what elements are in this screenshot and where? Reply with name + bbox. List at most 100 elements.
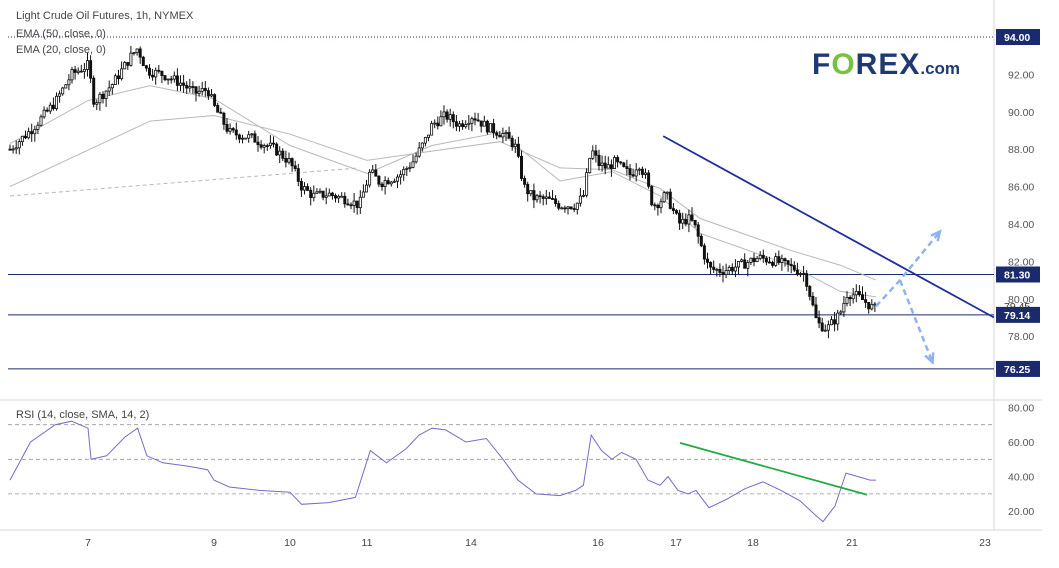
time-tick-label: 9 <box>211 537 217 549</box>
resistance-trendline <box>662 135 995 319</box>
candle-body <box>625 166 629 169</box>
rsi-tick-label: 20.00 <box>1008 506 1034 518</box>
candle-body <box>185 84 189 89</box>
ema-extension <box>9 167 360 197</box>
candle-body <box>640 168 644 175</box>
candle-body <box>603 162 607 169</box>
candle-body <box>405 167 409 170</box>
ema50-line <box>9 114 877 281</box>
candle-body <box>854 291 858 296</box>
candle-body <box>557 203 561 209</box>
candle-body <box>355 200 359 209</box>
rsi-legend: RSI (14, close, SMA, 14, 2) <box>16 409 150 421</box>
candle-body <box>364 184 368 193</box>
candle-body <box>454 121 458 127</box>
rsi-tick-label: 60.00 <box>1008 437 1034 449</box>
candle-body <box>609 164 613 169</box>
candle-body <box>575 202 579 210</box>
candle-body <box>718 268 722 273</box>
last-price-label: 79.45 <box>1004 301 1030 313</box>
candle-body <box>14 147 18 150</box>
candlestick-series <box>8 46 877 339</box>
candle-body <box>340 195 344 198</box>
candle-body <box>659 201 663 209</box>
candle-body <box>240 137 244 140</box>
logo-suffix: REX <box>855 48 921 81</box>
time-tick-label: 17 <box>670 537 682 549</box>
candle-body <box>426 134 430 138</box>
candle-body <box>563 207 567 210</box>
candle-body <box>231 128 235 131</box>
candle-body <box>436 122 440 127</box>
candle-body <box>151 74 155 78</box>
candle-body <box>848 296 852 300</box>
candle-body <box>523 178 527 185</box>
trendlines <box>662 135 995 366</box>
candle-body <box>681 219 685 224</box>
candle-body <box>662 192 666 203</box>
candle-body <box>488 123 492 133</box>
candle-body <box>61 87 65 95</box>
rsi-trendline <box>679 441 868 496</box>
candle-body <box>730 267 734 272</box>
candle-body <box>789 263 793 266</box>
candle-body <box>380 183 384 187</box>
candle-body <box>55 95 59 110</box>
candle-body <box>203 88 207 91</box>
candle-body <box>386 180 390 185</box>
candle-body <box>278 150 282 156</box>
candle-body <box>284 157 288 163</box>
candle-body <box>861 294 865 301</box>
candle-body <box>588 157 592 174</box>
candle-body <box>699 235 703 247</box>
candle-body <box>73 69 77 73</box>
candle-body <box>439 116 443 127</box>
candle-body <box>572 208 576 210</box>
candle-body <box>33 129 37 135</box>
candle-body <box>163 75 167 81</box>
candle-body <box>814 304 818 319</box>
candle-body <box>361 191 365 198</box>
time-tick-label: 18 <box>747 537 759 549</box>
candle-body <box>247 134 251 139</box>
candle-body <box>197 90 201 94</box>
candle-body <box>67 79 71 86</box>
candle-body <box>551 198 555 200</box>
candle-body <box>461 123 465 128</box>
chart-title: Light Crude Oil Futures, 1h, NYMEX <box>16 10 194 22</box>
candle-body <box>64 84 68 89</box>
candle-body <box>516 143 520 157</box>
candle-body <box>671 208 675 211</box>
candle-body <box>600 162 604 167</box>
candle-body <box>330 192 334 196</box>
candle-body <box>473 118 477 121</box>
candle-body <box>144 65 148 69</box>
time-tick-label: 21 <box>846 537 858 549</box>
candle-body <box>299 181 303 191</box>
candle-body <box>836 312 840 325</box>
chart-frame <box>0 0 1042 531</box>
candle-body <box>327 192 331 197</box>
candle-body <box>650 185 654 206</box>
candle-body <box>467 122 471 125</box>
candle-body <box>569 206 573 209</box>
logo-o: O <box>831 48 856 81</box>
candle-body <box>392 180 396 183</box>
candle-body <box>476 119 480 122</box>
candle-body <box>138 48 142 58</box>
candle-body <box>802 273 806 275</box>
candle-body <box>383 180 387 187</box>
candle-body <box>541 196 545 199</box>
candle-body <box>538 195 542 198</box>
candle-body <box>830 319 834 326</box>
candle-body <box>411 161 415 168</box>
candle-body <box>507 132 511 139</box>
candle-body <box>764 257 768 263</box>
rsi-pane: 20.00 40.00 60.00 80.00 <box>8 402 1034 523</box>
candle-body <box>98 93 102 104</box>
candle-body <box>262 145 266 148</box>
candle-body <box>104 90 108 99</box>
candle-body <box>445 111 449 120</box>
